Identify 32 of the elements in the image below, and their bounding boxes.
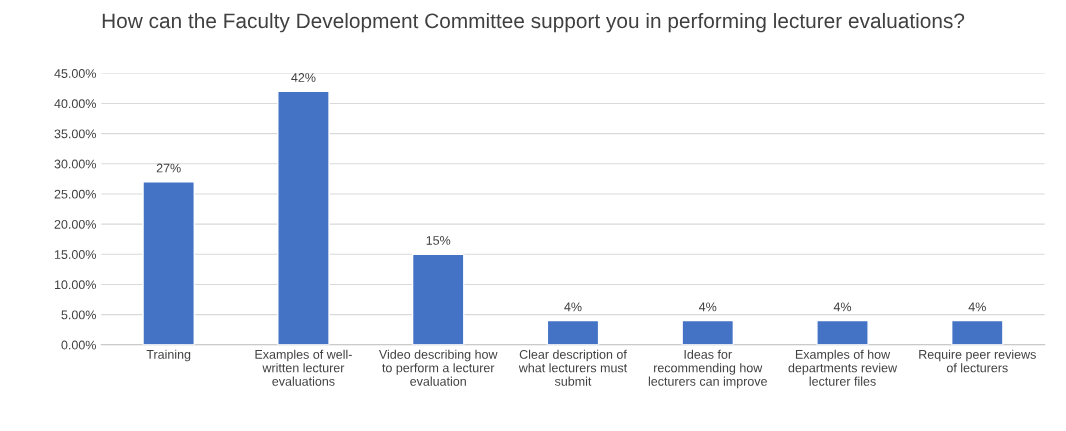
- y-tick-label: 5.00%: [61, 310, 96, 320]
- bar: [142, 181, 195, 345]
- y-tick-label: 15.00%: [54, 250, 96, 259]
- data-label: 42%: [291, 73, 316, 82]
- x-tick-label: Require peer reviews of lecturers: [919, 349, 1036, 373]
- bar: [411, 253, 465, 345]
- x-tick-label: Ideas for recommending how lecturers can improve: [648, 349, 767, 389]
- bar: [950, 319, 1004, 345]
- y-tick-label: 30.00%: [54, 159, 96, 169]
- x-tick-label: Examples of well- written lecturer evaluations: [255, 349, 352, 386]
- data-label: 4%: [968, 302, 986, 312]
- bar: [546, 319, 600, 345]
- y-tick-label: 25.00%: [54, 189, 96, 199]
- y-tick-label: 35.00%: [54, 129, 96, 139]
- y-tick-label: 20.00%: [54, 219, 96, 229]
- data-label: 4%: [833, 302, 852, 312]
- data-label: 4%: [699, 302, 717, 312]
- bar: [277, 90, 330, 345]
- bar: [681, 319, 735, 345]
- x-tick-label: Video describing how to perform a lecturer evaluation: [378, 349, 498, 386]
- x-tick-label: Training: [146, 349, 191, 362]
- y-tick-label: 40.00%: [54, 99, 96, 109]
- y-tick-label: 45.00%: [54, 69, 96, 78]
- data-label: 15%: [426, 236, 451, 245]
- x-tick-label: Examples of how departments review lecturer files: [788, 349, 898, 386]
- chart-title: How can the Faculty Development Committee support you in performing lecturer evaluations?: [102, 12, 965, 33]
- x-tick-label: Clear description of what lecturers must submit: [518, 349, 628, 386]
- y-tick-label: 0.00%: [61, 340, 96, 350]
- y-tick-label: 10.00%: [54, 280, 96, 290]
- bar: [816, 319, 869, 345]
- data-label: 27%: [156, 163, 181, 173]
- data-label: 4%: [564, 302, 582, 312]
